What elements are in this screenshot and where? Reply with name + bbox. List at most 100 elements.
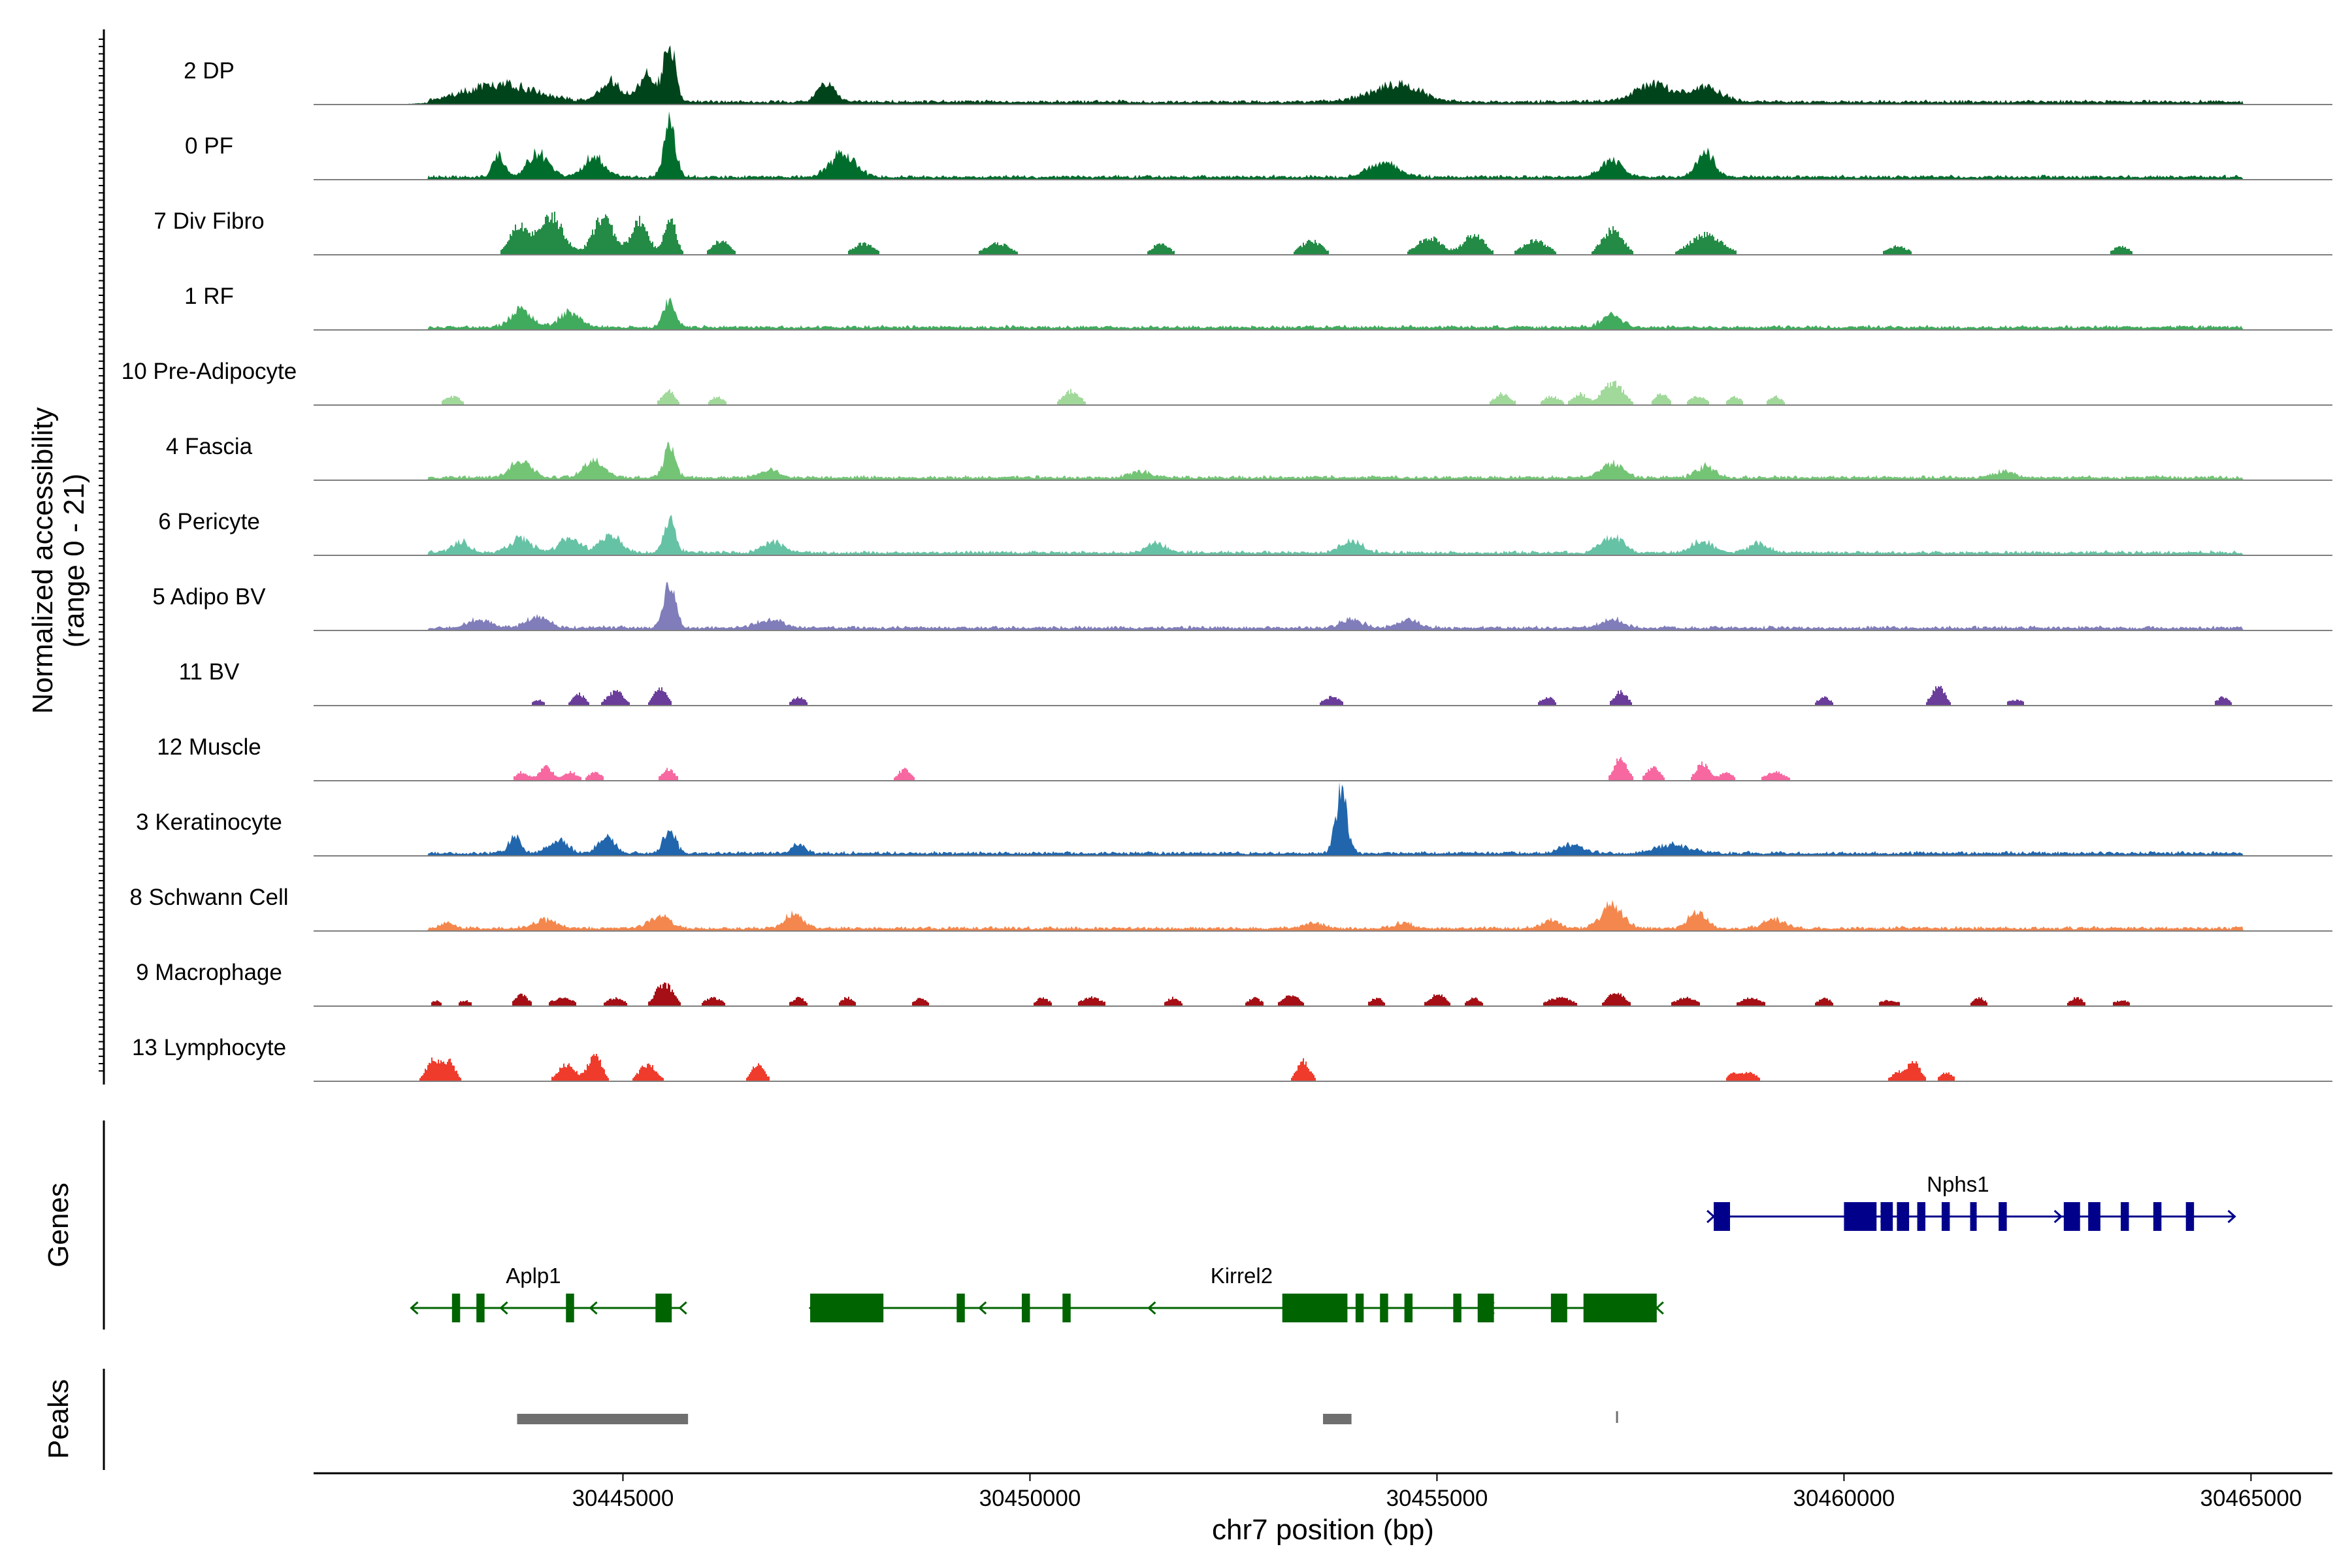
track-7: 6 Pericyte (158, 509, 2332, 556)
track-10: 12 Muscle (157, 734, 2334, 781)
strand-arrow (2227, 1209, 2236, 1224)
exon (1941, 1202, 1950, 1231)
exon (451, 1294, 461, 1322)
genes-panel: Genes Nphs1 Aplp1 Kirrel2 (42, 1120, 2236, 1330)
track-coverage (314, 982, 2334, 1006)
track-11: 3 Keratinocyte (136, 781, 2332, 857)
track-coverage (314, 1054, 2334, 1081)
x-axis-title: chr7 position (bp) (1212, 1514, 1434, 1546)
peak-regions (517, 1411, 1618, 1424)
x-axis: 30445000 30450000 30455000 30460000 30465000… (314, 1472, 2332, 1546)
strand-arrow (1147, 1301, 1156, 1315)
strand-arrow (1655, 1301, 1664, 1315)
gene-label: Kirrel2 (1211, 1264, 1273, 1288)
track-6: 4 Fascia (166, 434, 2332, 481)
genes-panel-label: Genes (42, 1183, 74, 1267)
strand-arrow (499, 1301, 508, 1315)
exon (1380, 1294, 1388, 1322)
track-label: 8 Schwann Cell (129, 885, 288, 910)
exon (2088, 1202, 2100, 1231)
track-coverage (314, 757, 2334, 781)
track-label: 5 Adipo BV (152, 584, 266, 610)
strand-arrow (410, 1301, 419, 1315)
strand-arrow (589, 1301, 598, 1315)
track-coverage (314, 111, 2332, 180)
exon (1550, 1294, 1567, 1322)
exon (1844, 1202, 1877, 1231)
peak-region (517, 1414, 689, 1424)
track-coverage (314, 441, 2332, 480)
track-1: 2 DP (184, 45, 2332, 105)
exon (2153, 1202, 2162, 1231)
track-coverage (314, 297, 2332, 330)
exon (1477, 1294, 1494, 1322)
gene-kirrel2: Kirrel2 (808, 1264, 1664, 1322)
track-label: 2 DP (184, 58, 235, 84)
y-axis-title-line2: (range 0 - 21) (58, 474, 90, 648)
exon (2185, 1202, 2195, 1231)
exon (2063, 1202, 2080, 1231)
strand-arrow (977, 1301, 987, 1315)
x-tick-label: 30455000 (1386, 1486, 1488, 1511)
exon (1999, 1202, 2007, 1231)
x-axis-ticks: 30445000 30450000 30455000 30460000 30465000 (572, 1473, 2302, 1511)
track-coverage (314, 380, 2334, 405)
gene-label: Nphs1 (1927, 1172, 1989, 1196)
exon (1714, 1202, 1730, 1231)
gene-nphs1: Nphs1 (1707, 1172, 2236, 1231)
exon (1355, 1294, 1364, 1322)
gene-label: Aplp1 (506, 1264, 561, 1288)
strand-arrow (2053, 1209, 2063, 1224)
exon (810, 1294, 884, 1322)
track-3: 7 Div Fibro (154, 208, 2334, 255)
track-label: 0 PF (185, 133, 233, 159)
exon (566, 1294, 574, 1322)
exon (655, 1294, 672, 1322)
track-2: 0 PF (185, 111, 2332, 180)
track-label: 7 Div Fibro (154, 208, 264, 234)
peaks-panel-label: Peaks (42, 1379, 74, 1459)
track-coverage (314, 685, 2334, 706)
exon (1021, 1294, 1030, 1322)
track-coverage (314, 45, 2332, 105)
track-label: 4 Fascia (166, 434, 253, 459)
exon (1583, 1294, 1657, 1322)
x-tick-label: 30445000 (572, 1486, 674, 1511)
track-label: 13 Lymphocyte (132, 1035, 286, 1060)
peaks-panel: Peaks (42, 1369, 1618, 1470)
track-4: 1 RF (184, 284, 2332, 331)
exon (1970, 1202, 1977, 1231)
x-tick-label: 30450000 (979, 1486, 1081, 1511)
track-12: 8 Schwann Cell (129, 885, 2332, 932)
exon (1897, 1202, 1910, 1231)
track-9: 11 BV (179, 659, 2334, 706)
exon (1062, 1294, 1071, 1322)
y-axis-title-line1: Normalized accessibility (27, 407, 59, 713)
peak-region (1616, 1411, 1618, 1423)
peak-region (1323, 1414, 1352, 1424)
exon (1917, 1202, 1926, 1231)
exon (2121, 1202, 2129, 1231)
track-label: 11 BV (179, 659, 240, 685)
track-13: 9 Macrophage (136, 960, 2334, 1007)
track-coverage (314, 515, 2332, 555)
track-label: 1 RF (184, 284, 234, 309)
x-tick-label: 30460000 (1793, 1486, 1895, 1511)
coverage-tracks: 2 DP 0 PF 7 Div Fibro 1 RF 10 Pre-Adipocyte 4… (122, 45, 2334, 1082)
accessibility-axis: Normalized accessibility (range 0 - 21) (27, 29, 105, 1085)
exon (1282, 1294, 1348, 1322)
exon (476, 1294, 485, 1322)
track-coverage (314, 900, 2332, 931)
gene-models: Nphs1 Aplp1 Kirrel2 (410, 1172, 2236, 1322)
track-coverage (314, 212, 2334, 255)
strand-arrow (678, 1301, 687, 1315)
exon (956, 1294, 965, 1322)
exon (1453, 1294, 1462, 1322)
track-5: 10 Pre-Adipocyte (122, 359, 2334, 406)
exon (1404, 1294, 1413, 1322)
track-coverage (314, 781, 2332, 856)
track-label: 12 Muscle (157, 734, 261, 760)
x-tick-label: 30465000 (2200, 1486, 2302, 1511)
strand-arrow (1707, 1209, 1716, 1224)
